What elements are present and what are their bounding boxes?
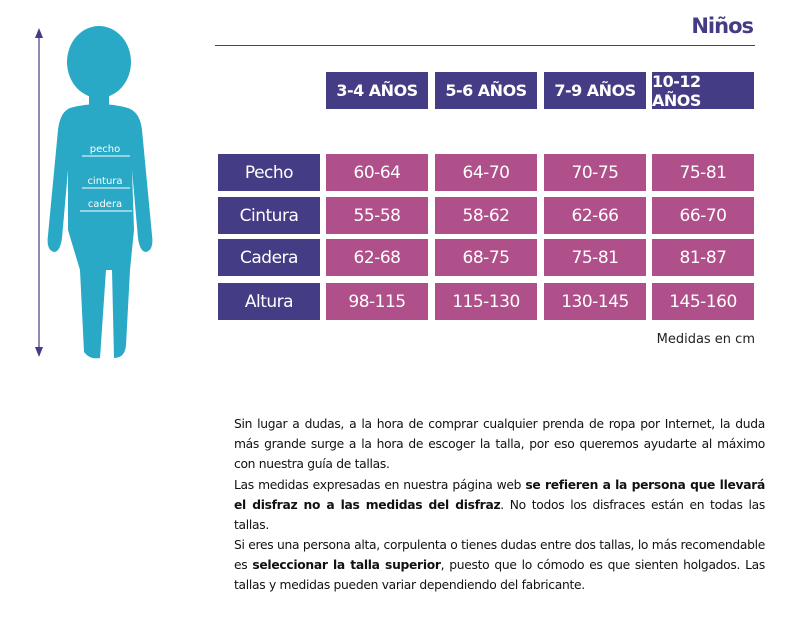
row-label: Cintura (218, 197, 320, 234)
child-figure: pecho cintura cadera (35, 26, 153, 359)
value-cell: 62-66 (544, 197, 646, 234)
paragraph: Las medidas expresadas en nuestra página… (234, 475, 765, 535)
value-cell: 62-68 (326, 239, 428, 276)
row-label: Cadera (218, 239, 320, 276)
row-label: Altura (218, 283, 320, 320)
value-cell: 66-70 (652, 197, 754, 234)
figure-label: cintura (87, 176, 122, 187)
paragraph: Si eres una persona alta, corpulenta o t… (234, 535, 765, 595)
title-rule (215, 45, 755, 46)
bold-text: se refieren a la persona que llevará el … (234, 478, 766, 512)
value-cell: 75-81 (544, 239, 646, 276)
silhouette (47, 26, 153, 359)
row-label: Pecho (218, 154, 320, 191)
measure-lines (80, 155, 132, 212)
text: . No todos los disfraces están en todas … (234, 498, 765, 532)
text: Las medidas expresadas en nuestra página… (234, 478, 526, 492)
value-cell: 130-145 (544, 283, 646, 320)
value-cell: 115-130 (435, 283, 537, 320)
value-cell: 68-75 (435, 239, 537, 276)
title: Niños (691, 14, 754, 38)
column-header: 3-4 AÑOS (326, 72, 428, 109)
value-cell: 70-75 (544, 154, 646, 191)
text: , puesto que lo cómodo es que sienten ho… (234, 558, 766, 592)
column-header: 5-6 AÑOS (435, 72, 537, 109)
text: Si eres una persona alta, corpulenta o t… (234, 538, 765, 572)
value-cell: 98-115 (326, 283, 428, 320)
value-cell: 60-64 (326, 154, 428, 191)
arrow-top (35, 28, 43, 38)
value-cell: 75-81 (652, 154, 754, 191)
column-header: 7-9 AÑOS (544, 72, 646, 109)
value-cell: 58-62 (435, 197, 537, 234)
figure-label: pecho (90, 144, 120, 155)
paragraph: Sin lugar a dudas, a la hora de comprar … (234, 414, 765, 474)
value-cell: 145-160 (652, 283, 754, 320)
figure-label: cadera (88, 199, 122, 210)
value-cell: 81-87 (652, 239, 754, 276)
table-note: Medidas en cm (656, 332, 755, 347)
text: Sin lugar a dudas, a la hora de comprar … (234, 417, 765, 471)
value-cell: 64-70 (435, 154, 537, 191)
column-header: 10-12 AÑOS (652, 72, 754, 110)
value-cell: 55-58 (326, 197, 428, 234)
bold-text: seleccionar la talla superior (252, 558, 441, 572)
arrow-bottom (35, 347, 43, 357)
